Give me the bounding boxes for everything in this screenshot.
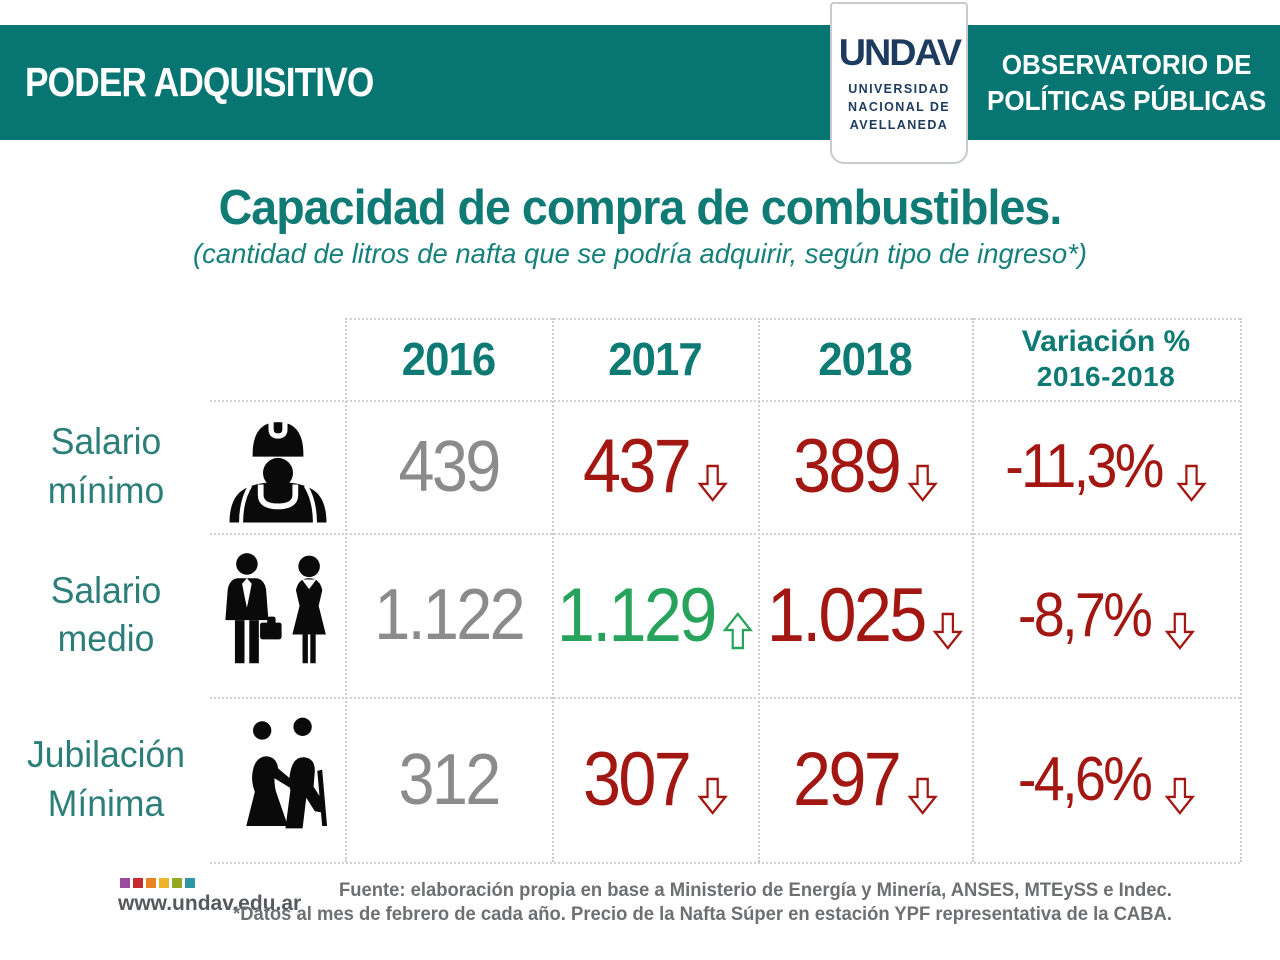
organization-line2: POLÍTICAS PÚBLICAS [986, 84, 1266, 116]
trend-arrow-icon [1176, 463, 1207, 503]
undav-logo: UNDAV UNIVERSIDAD NACIONAL DE AVELLANEDA [830, 2, 968, 164]
cell-value: 297 [792, 737, 902, 822]
grid-line [1240, 318, 1242, 862]
trend-arrow-icon [1164, 776, 1195, 816]
grid-line [972, 318, 974, 862]
construction-worker-icon [213, 402, 343, 530]
website-link[interactable]: www.undav.edu.ar [118, 892, 302, 915]
organization-name: OBSERVATORIO DE POLÍTICAS PÚBLICAS [987, 25, 1266, 140]
cell-value: 1.025 [766, 572, 927, 658]
cell-value: 312 [398, 739, 501, 820]
source-note: Fuente: elaboración propia en base a Min… [233, 879, 1172, 928]
value-salario-medio-variacion: -8,7% [972, 533, 1240, 697]
grid-line [210, 533, 1240, 535]
value-salario-medio-2017: 1.129 [552, 533, 758, 697]
value-salario-minimo-2018: 389 [758, 400, 972, 533]
business-couple-icon [210, 538, 346, 688]
source-line2: *Datos al mes de febrero de cada año. Pr… [233, 904, 1172, 926]
cell-value: 1.122 [374, 575, 525, 655]
cell-value: 389 [792, 424, 902, 509]
column-header-2017: 2017 [608, 333, 702, 385]
organization-line1: OBSERVATORIO DE [1001, 48, 1252, 80]
cell-value: 437 [582, 424, 692, 509]
trend-arrow-icon [932, 611, 964, 651]
grid-line [552, 318, 554, 862]
value-salario-minimo-2016: 439 [345, 400, 552, 533]
row-label-salario-minimo: Salario mínimo [47, 421, 165, 511]
value-jubilacion-variacion: -4,6% [972, 697, 1240, 862]
page-title: PODER ADQUISITIVO [25, 59, 374, 105]
cell-value: -11,3% [1005, 432, 1164, 501]
cell-value: -8,7% [1017, 580, 1152, 650]
grid-line [210, 697, 1240, 699]
undav-wordmark: UNDAV [838, 31, 961, 73]
value-salario-minimo-variacion: -11,3% [972, 400, 1240, 533]
grid-line [210, 862, 1240, 864]
column-header-variation: Variación % 2016-2018 [1021, 324, 1191, 393]
value-jubilacion-2017: 307 [552, 697, 758, 862]
color-dot [133, 878, 143, 888]
row-label-jubilacion-minima: Jubilación Mínima [27, 734, 185, 824]
value-jubilacion-2016: 312 [345, 697, 552, 862]
grid-line [345, 318, 347, 862]
value-jubilacion-2018: 297 [758, 697, 972, 862]
column-header-2016: 2016 [401, 333, 496, 385]
grid-line [758, 318, 760, 862]
cell-value: 439 [398, 426, 501, 507]
trend-arrow-icon [906, 463, 938, 503]
elderly-couple-icon [210, 700, 356, 854]
trend-arrow-icon [696, 463, 728, 503]
color-dot [120, 878, 130, 888]
trend-arrow-icon [1164, 611, 1195, 651]
color-dot [146, 878, 156, 888]
color-dot [185, 878, 195, 888]
grid-line [345, 318, 1240, 320]
trend-arrow-icon [722, 611, 754, 651]
cell-value: 307 [582, 737, 692, 822]
header-band [0, 25, 1280, 140]
chart-subtitle: (cantidad de litros de nafta que se podr… [193, 238, 1087, 269]
column-header-2018: 2018 [818, 333, 912, 385]
cell-value: -4,6% [1017, 745, 1152, 814]
value-salario-minimo-2017: 437 [552, 400, 758, 533]
color-dot [159, 878, 169, 888]
undav-logo-subtext: UNIVERSIDAD NACIONAL DE AVELLANEDA [848, 81, 950, 133]
color-dot [172, 878, 182, 888]
source-line1: Fuente: elaboración propia en base a Min… [339, 880, 1172, 901]
value-salario-medio-2016: 1.122 [345, 533, 552, 697]
grid-line [210, 400, 1240, 402]
value-salario-medio-2018: 1.025 [758, 533, 972, 697]
chart-title: Capacidad de compra de combustibles. [218, 181, 1063, 235]
cell-value: 1.129 [556, 572, 717, 658]
trend-arrow-icon [696, 776, 728, 816]
row-label-salario-medio: Salario medio [50, 569, 162, 659]
brand-color-dots [120, 878, 195, 888]
trend-arrow-icon [906, 776, 938, 816]
